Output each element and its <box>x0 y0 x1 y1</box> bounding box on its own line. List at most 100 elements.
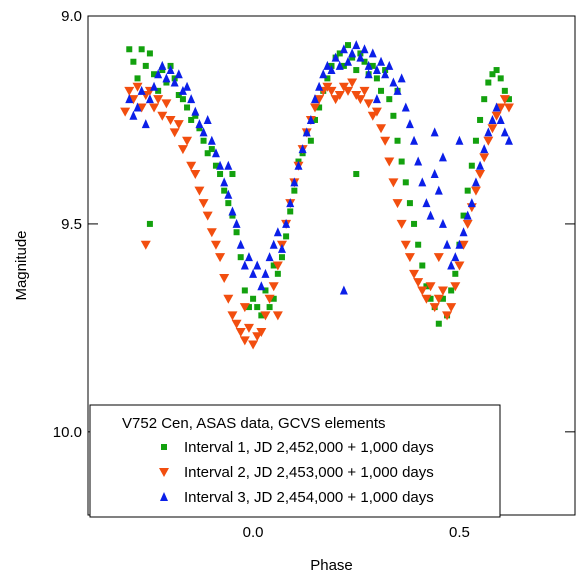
data-point-series-3 <box>372 94 381 104</box>
data-point-series-1 <box>394 137 401 144</box>
data-point-series-3 <box>240 260 249 270</box>
data-point-series-3 <box>364 69 373 79</box>
data-point-series-1 <box>423 283 430 290</box>
data-point-series-2 <box>173 120 184 130</box>
data-point-series-3 <box>269 239 278 249</box>
data-point-series-2 <box>491 111 502 121</box>
data-point-series-3 <box>302 127 311 137</box>
data-point-series-2 <box>227 311 238 321</box>
data-point-series-1 <box>184 104 191 111</box>
y-axis-title: Magnitude <box>13 230 30 300</box>
data-point-series-2 <box>388 178 399 188</box>
data-point-series-3 <box>327 65 336 75</box>
data-point-series-1 <box>179 96 186 103</box>
data-point-series-3 <box>133 102 142 112</box>
y-tick-label: 9.0 <box>61 8 82 25</box>
data-point-series-1 <box>489 71 496 78</box>
data-point-series-1 <box>336 50 343 57</box>
data-point-series-2 <box>479 153 490 163</box>
data-point-series-2 <box>190 170 201 180</box>
data-point-series-1 <box>241 287 248 294</box>
data-point-series-2 <box>425 282 436 292</box>
data-point-series-2 <box>503 103 514 113</box>
legend-title: V752 Cen, ASAS data, GCVS elements <box>122 415 385 432</box>
data-point-series-2 <box>140 240 151 250</box>
data-point-series-3 <box>178 85 187 95</box>
data-point-series-2 <box>272 261 283 271</box>
data-point-series-3 <box>476 160 485 170</box>
data-point-series-2 <box>499 95 510 105</box>
data-point-series-2 <box>161 99 172 109</box>
data-point-series-1 <box>200 137 207 144</box>
legend-entry-label-3: Interval 3, JD 2,454,000 + 1,000 days <box>184 489 434 506</box>
data-point-series-1 <box>217 171 224 178</box>
data-point-series-2 <box>409 269 420 279</box>
data-point-series-1 <box>415 241 422 248</box>
data-point-series-2 <box>243 323 254 333</box>
data-point-series-1 <box>233 229 240 236</box>
data-point-series-3 <box>352 40 361 50</box>
data-point-series-1 <box>237 254 244 261</box>
data-point-series-3 <box>290 177 299 187</box>
data-point-series-3 <box>191 106 200 116</box>
data-point-series-3 <box>199 127 208 137</box>
data-point-series-1 <box>274 270 281 277</box>
data-point-series-3 <box>426 210 435 220</box>
data-point-series-2 <box>314 95 325 105</box>
data-point-series-3 <box>228 206 237 216</box>
data-point-series-2 <box>239 336 250 346</box>
data-point-series-3 <box>249 268 258 278</box>
data-point-series-2 <box>347 78 358 88</box>
data-point-series-1 <box>481 96 488 103</box>
legend-entries: Interval 1, JD 2,452,000 + 1,000 days Int… <box>159 439 434 506</box>
data-point-series-1 <box>262 287 269 294</box>
data-point-series-3 <box>335 60 344 70</box>
data-point-series-3 <box>265 252 274 262</box>
data-point-series-3 <box>484 127 493 137</box>
data-point-series-3 <box>344 56 353 66</box>
data-point-series-3 <box>348 48 357 58</box>
data-point-series-3 <box>203 114 212 124</box>
legend-marker-series-1 <box>161 444 167 450</box>
data-point-series-2 <box>450 282 461 292</box>
data-point-series-2 <box>433 253 444 263</box>
data-point-series-3 <box>455 135 464 145</box>
data-point-series-1 <box>505 96 512 103</box>
data-point-series-3 <box>286 198 295 208</box>
data-point-series-2 <box>458 240 469 250</box>
data-point-series-2 <box>256 328 267 338</box>
data-point-series-2 <box>380 136 391 146</box>
data-point-series-3 <box>356 52 365 62</box>
data-point-series-3 <box>459 227 468 237</box>
data-point-series-2 <box>367 111 378 121</box>
data-point-series-3 <box>257 281 266 291</box>
data-point-series-3 <box>372 65 381 75</box>
data-point-series-1 <box>146 220 153 227</box>
data-point-series-3 <box>170 77 179 87</box>
data-point-series-2 <box>421 294 432 304</box>
data-point-series-3 <box>253 260 262 270</box>
data-point-series-2 <box>149 103 160 113</box>
data-point-series-2 <box>153 95 164 105</box>
data-point-series-3 <box>447 260 456 270</box>
data-point-series-3 <box>137 85 146 95</box>
data-point-series-2 <box>326 86 337 96</box>
data-point-series-3 <box>294 160 303 170</box>
data-point-series-1 <box>398 158 405 165</box>
data-point-series-2 <box>202 211 213 221</box>
data-point-series-1 <box>324 75 331 82</box>
data-point-series-3 <box>422 198 431 208</box>
data-point-series-1 <box>311 116 318 123</box>
data-point-series-1 <box>361 58 368 65</box>
data-point-series-1 <box>402 179 409 186</box>
data-point-series-3 <box>125 94 134 104</box>
data-point-series-2 <box>392 199 403 209</box>
data-point-series-1 <box>229 171 236 178</box>
data-point-series-2 <box>128 95 139 105</box>
data-point-series-3 <box>224 189 233 199</box>
data-point-series-2 <box>429 303 440 313</box>
data-point-series-1 <box>245 304 252 311</box>
data-point-series-2 <box>462 219 473 229</box>
data-point-series-2 <box>206 228 217 238</box>
